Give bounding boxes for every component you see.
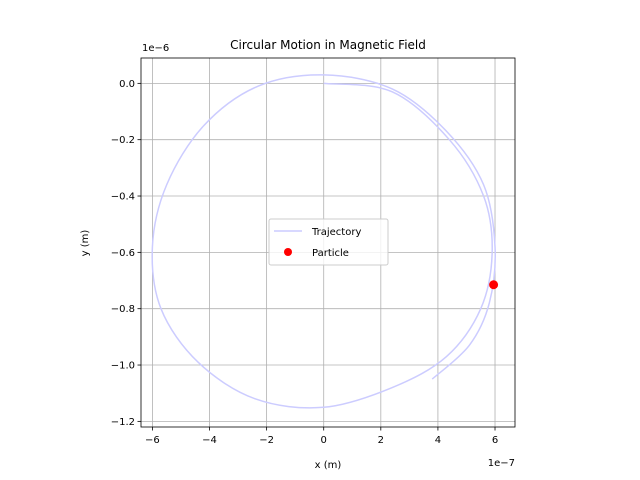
x-tick-label: −2 [259,435,274,446]
y-tick-label: −0.6 [111,248,135,259]
y-tick-label: −0.8 [111,304,135,315]
axis-ticks: −6 −4 −2 0 2 4 6 0.0 −0.2 −0.4 −0.6 −0.8 −1.0 −1.2 [111,79,498,446]
x-tick-label: 2 [378,435,384,446]
y-tick-label: 0.0 [119,79,135,90]
y-tick-label: −1.2 [111,417,135,428]
particle-marker [489,280,499,290]
trajectory-line [151,74,496,409]
x-tick-label: 4 [435,435,441,446]
y-tick-label: −1.0 [111,361,135,372]
y-offset-label: 1e−6 [142,43,169,54]
plot-series [151,74,499,409]
x-tick-label: 0 [321,435,327,446]
x-tick-label: 6 [492,435,498,446]
legend-particle-label: Particle [312,248,349,259]
y-axis-label: y (m) [80,230,91,257]
y-tick-label: −0.4 [111,192,135,203]
legend: Trajectory Particle [268,218,389,266]
x-tick-label: −6 [145,435,160,446]
legend-trajectory-label: Trajectory [311,227,361,238]
x-axis-label: x (m) [315,460,342,471]
x-offset-label: 1e−7 [488,458,515,469]
y-tick-label: −0.2 [111,135,135,146]
legend-particle-swatch [284,248,292,256]
chart-title: Circular Motion in Magnetic Field [230,38,426,52]
x-tick-label: −4 [202,435,217,446]
axes-frame [140,57,516,428]
